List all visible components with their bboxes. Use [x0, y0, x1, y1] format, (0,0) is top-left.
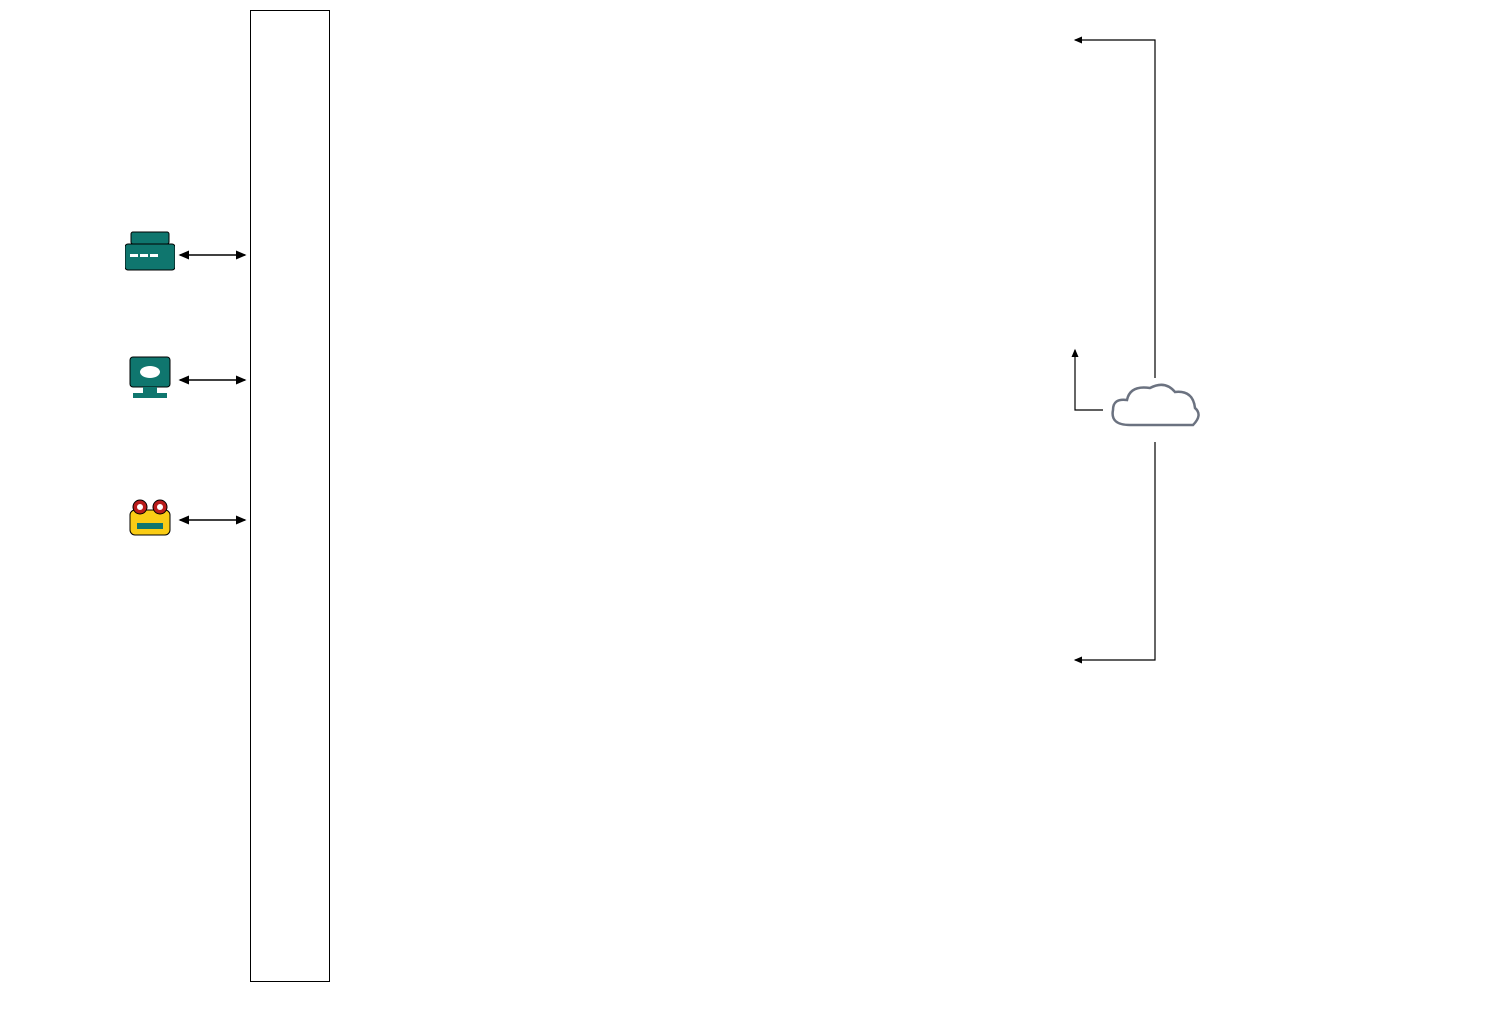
query-request-icon: [125, 355, 175, 410]
load-balancer-container: [250, 10, 330, 982]
ui-requests-icon: [125, 495, 175, 550]
bucket-storage-icon: [1105, 380, 1205, 445]
log-shippers-icon: [125, 230, 175, 280]
arrows-layer: [0, 0, 1496, 1011]
